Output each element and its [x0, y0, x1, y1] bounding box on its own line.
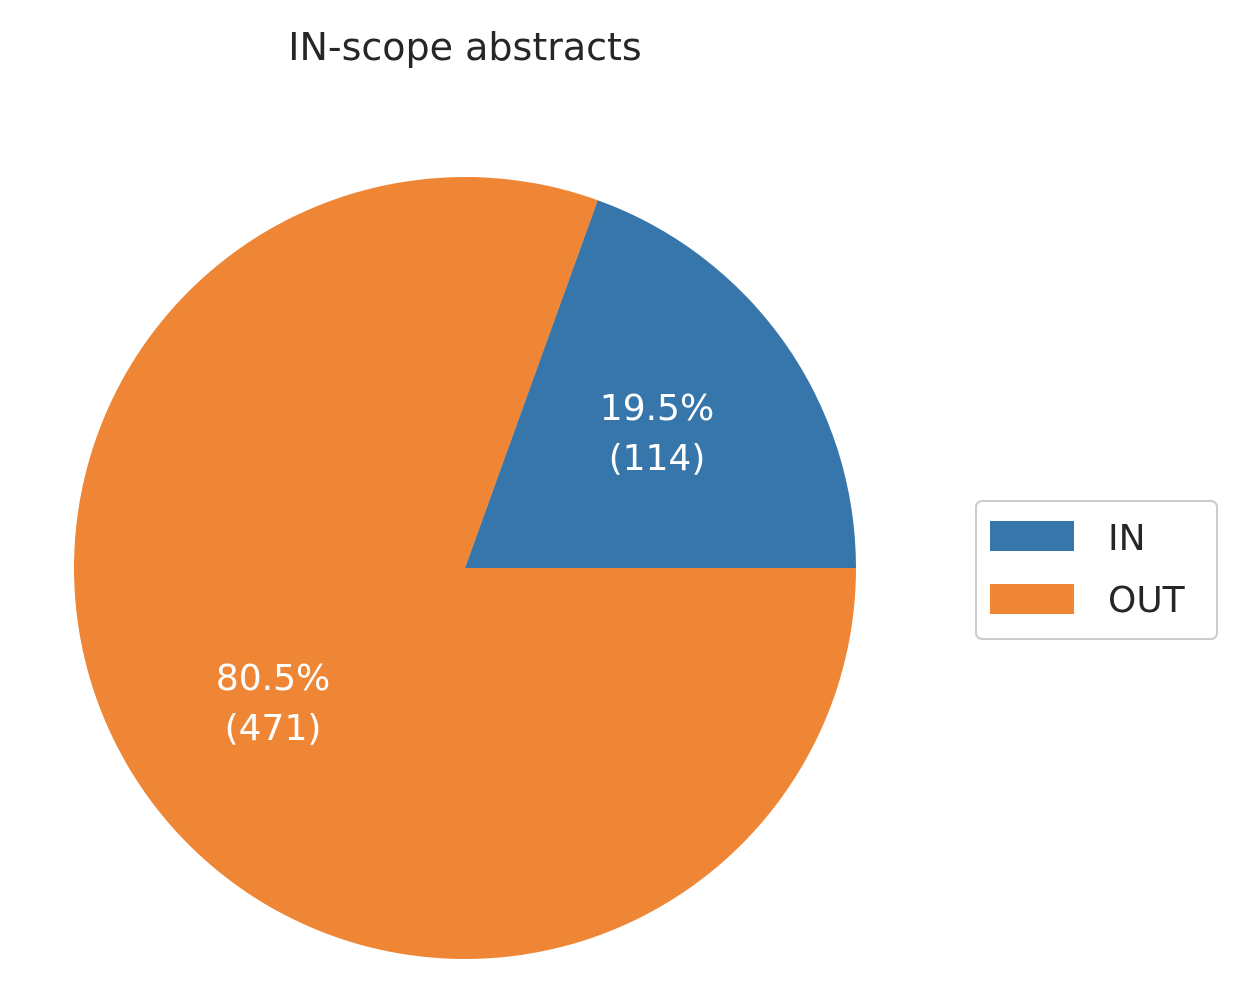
legend-swatch-out: [990, 584, 1074, 614]
legend: IN OUT: [975, 500, 1218, 640]
legend-label-in: IN: [1108, 518, 1146, 559]
legend-label-out: OUT: [1108, 580, 1186, 621]
slice-labels: 19.5% (114) 80.5% (471): [216, 388, 714, 749]
slice-label-out-count: (471): [225, 708, 322, 749]
pie-slice-in: [465, 200, 856, 569]
slice-label-in-percent: 19.5%: [600, 388, 714, 429]
slice-label-out-percent: 80.5%: [216, 658, 330, 699]
slice-label-in-count: (114): [609, 438, 706, 479]
chart-title: IN-scope abstracts: [288, 25, 641, 69]
pie-slices: [73, 177, 856, 959]
legend-swatch-in: [990, 521, 1074, 551]
pie-slice-out: [73, 177, 856, 959]
